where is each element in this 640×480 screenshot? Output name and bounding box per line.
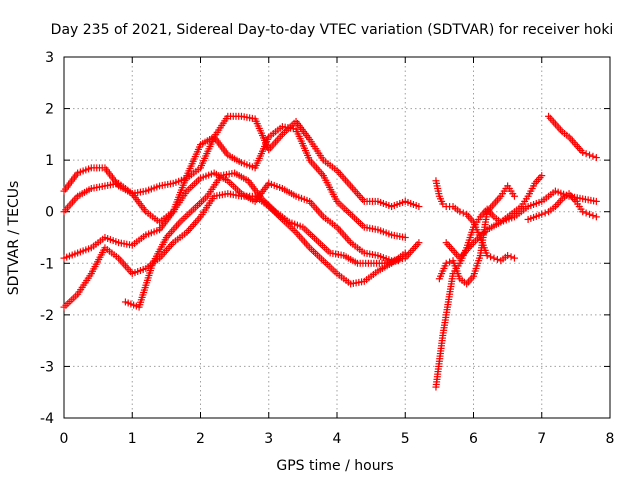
x-tick-label: 4 [333,431,342,447]
y-tick-label: 2 [45,102,54,118]
x-tick-labels: 0 1 2 3 4 5 6 7 8 [60,431,615,447]
y-axis-label: SDTVAR / TECUs [6,181,22,296]
x-tick-label: 6 [469,431,478,447]
series-arc-4 [60,190,409,311]
data-point [442,259,450,267]
y-tick-label: -2 [40,308,54,324]
data-point [541,209,549,217]
data-point [592,213,600,221]
data-point [415,203,423,211]
data-point [579,208,587,216]
data-point [510,254,518,262]
data-point [459,209,467,217]
y-tick-labels: -4 -3 -2 -1 0 1 2 3 [40,50,54,427]
series-arc-3 [60,169,423,265]
x-tick-label: 1 [128,431,137,447]
data-point [401,234,409,241]
data-point [586,210,594,218]
axis-ticks [63,56,611,419]
x-tick-label: 3 [264,431,273,447]
data-point [586,151,594,159]
x-tick-label: 0 [60,431,69,447]
data-point [582,150,590,158]
data-point [592,197,600,205]
data-point [589,152,597,160]
series-arc-6 [432,172,546,391]
chart-title: Day 235 of 2021, Sidereal Day-to-day VTE… [51,22,614,38]
x-tick-label: 7 [537,431,546,447]
x-tick-label: 2 [196,431,205,447]
data-point [504,252,512,260]
series-arc-11 [545,112,600,162]
data-point [490,254,498,262]
data-point [582,209,590,217]
series-arc-2 [60,123,409,241]
data-point [510,192,518,200]
x-tick-label: 5 [401,431,410,447]
y-tick-label: 1 [45,153,54,169]
y-tick-label: 0 [45,205,54,221]
y-tick-label: -3 [40,359,54,375]
data-point [456,208,464,216]
data-point [415,239,423,247]
x-axis-label: GPS time / hours [276,458,393,474]
series-arc-5 [121,169,402,311]
data-point [538,210,546,218]
grid-lines [64,57,610,418]
data-markers [60,112,600,391]
data-point [579,148,587,156]
data-point [507,253,515,261]
data-point [589,212,597,220]
data-point [592,154,600,162]
series-arc-10 [524,190,600,223]
data-point [487,253,495,261]
data-point [483,252,491,260]
data-point [446,258,454,266]
y-tick-label: -1 [40,256,54,272]
data-point [394,257,402,265]
x-tick-label: 8 [606,431,615,447]
data-point [401,249,409,257]
y-tick-label: -4 [40,411,54,427]
y-tick-label: 3 [45,50,54,66]
series-arc-8 [435,182,518,288]
data-point [538,172,546,180]
